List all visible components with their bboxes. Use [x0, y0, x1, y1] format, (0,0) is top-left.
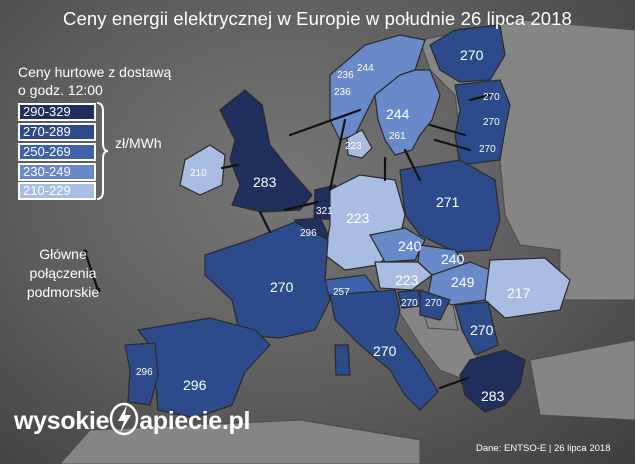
price-sweden-s: 244: [386, 106, 410, 122]
legend-swatch-250-269: 250-269: [18, 143, 96, 161]
region-france: [204, 221, 331, 339]
price-poland: 271: [436, 194, 460, 210]
cable-norway-uk: [288, 108, 362, 137]
price-greece: 283: [481, 388, 505, 404]
region-austria: [374, 261, 433, 291]
region-denmark: [346, 129, 373, 159]
cable-sweden-finland: [428, 123, 467, 137]
price-switzerland: 257: [333, 287, 350, 298]
region-baltics: [454, 79, 511, 166]
price-hungary: 249: [451, 274, 475, 290]
cable-sweden-lithuania: [433, 138, 472, 152]
cable-legend-endpoint-a: [82, 249, 88, 255]
cable-uk-france: [258, 210, 272, 234]
price-france: 270: [270, 279, 294, 295]
region-italy: [329, 289, 439, 411]
cable-ireland-uk: [220, 163, 240, 170]
price-norway-2: 244: [357, 63, 374, 74]
price-norway-1: 236: [337, 70, 354, 81]
region-croatia: [419, 289, 451, 321]
land-turkey: [529, 339, 635, 421]
brand-text-after: apiecie.pl: [139, 407, 251, 435]
lightning-bolt-icon: [109, 402, 139, 436]
region-portugal: [124, 342, 159, 406]
price-finland: 270: [460, 47, 484, 63]
brand-text-before: wysokie: [14, 407, 110, 435]
region-greece: [459, 349, 526, 413]
connections-line-2: połączenia: [29, 265, 97, 281]
region-finland: [429, 24, 506, 83]
region-serbia: [454, 301, 499, 356]
price-latvia: 270: [483, 117, 500, 128]
region-sardinia: [334, 344, 351, 376]
cable-sweden-poland: [403, 148, 422, 182]
legend-title-line-1: Ceny hurtowe z dostawą: [18, 64, 172, 80]
cable-legend: [83, 250, 100, 292]
legend-swatch-290-329: 290-329: [18, 103, 96, 121]
cable-norway-netherlands: [328, 118, 347, 192]
cable-legend-endpoint-b: [95, 287, 101, 293]
legend-swatch-270-289: 270-289: [18, 123, 96, 141]
legend-swatch-210-229: 210-229: [18, 182, 96, 200]
connections-legend-label: Główne połączenia podmorskie: [18, 245, 108, 302]
price-norway-3: 236: [334, 87, 351, 98]
region-sweden: [374, 69, 441, 156]
cable-italy-greece: [438, 376, 470, 390]
price-ireland: 210: [190, 168, 207, 179]
legend-brace: [96, 102, 109, 200]
legend-swatch-230-249: 230-249: [18, 163, 96, 181]
price-slovakia: 240: [441, 251, 465, 267]
legend-title-line-2: o godz. 12:00: [18, 82, 103, 98]
price-italy: 270: [373, 343, 397, 359]
connections-line-1: Główne: [39, 246, 87, 262]
price-spain: 296: [183, 377, 207, 393]
legend-unit: zł/MWh: [115, 135, 162, 151]
price-czechia: 240: [398, 238, 422, 254]
price-denmark-e: 261: [389, 131, 406, 142]
price-belgium: 296: [300, 228, 317, 239]
price-germany: 223: [346, 210, 370, 226]
price-slovenia: 270: [401, 298, 418, 309]
brand-logo: wysokie apiecie.pl: [14, 402, 250, 436]
region-uk: [219, 89, 313, 213]
price-austria: 223: [395, 272, 419, 288]
price-netherlands: 321: [316, 206, 333, 217]
region-ireland: [179, 144, 226, 196]
data-credit: Dane: ENTSO-E | 26 lipca 2018: [476, 443, 611, 454]
price-portugal: 296: [136, 367, 153, 378]
connections-line-3: podmorskie: [26, 284, 100, 300]
price-denmark-w: 223: [345, 141, 362, 152]
region-romania: [484, 257, 571, 319]
region-poland: [399, 159, 501, 253]
price-serbia: 270: [470, 322, 494, 338]
legend-title: Ceny hurtowe z dostawą o godz. 12:00: [18, 63, 171, 99]
price-estonia: 270: [483, 92, 500, 103]
price-croatia: 270: [425, 298, 442, 309]
cable-uk-netherlands: [283, 200, 320, 212]
price-uk: 283: [253, 174, 277, 190]
map-title: Ceny energii elektrycznej w Europie w po…: [63, 8, 572, 29]
price-lithuania: 270: [479, 144, 496, 155]
cable-finland-estonia: [468, 93, 492, 102]
land-africa: [59, 419, 421, 464]
price-romania: 217: [507, 285, 531, 301]
